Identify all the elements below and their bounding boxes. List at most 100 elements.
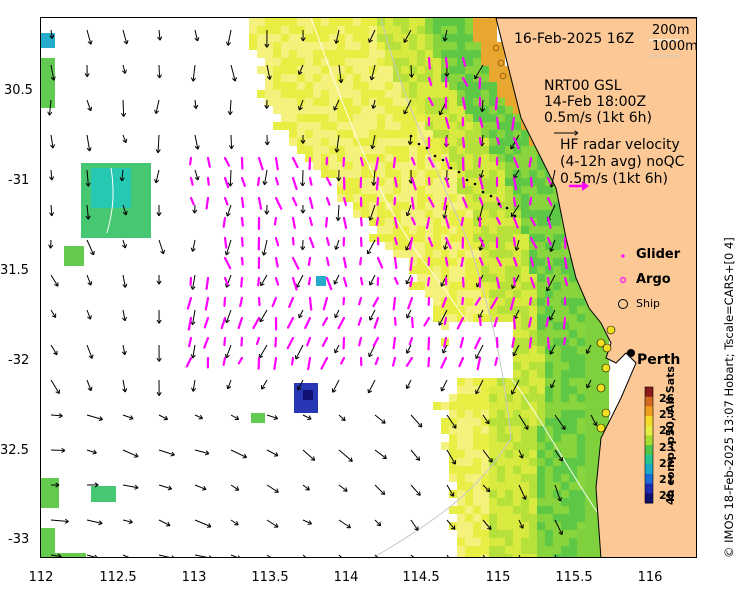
radar-arrow <box>240 196 245 209</box>
colorbar-tick: 21 <box>659 473 675 486</box>
ship-marker <box>596 423 606 433</box>
radar-arrow <box>529 236 538 249</box>
radar-arrow <box>427 156 435 168</box>
current-arrow <box>333 274 340 285</box>
radar-arrow <box>223 336 227 347</box>
radar-arrow <box>393 256 398 270</box>
current-arrow <box>84 64 90 78</box>
radar-arrow <box>478 116 484 128</box>
ship-marker <box>492 44 500 52</box>
legend-argo-label: Argo <box>636 272 671 287</box>
radar-arrow <box>340 356 346 365</box>
current-arrow <box>446 414 457 429</box>
current-arrow <box>368 309 376 321</box>
current-arrow <box>227 169 234 187</box>
radar-arrow <box>237 356 244 365</box>
current-arrow <box>374 449 387 460</box>
isobath-1000 <box>373 18 512 557</box>
argo-legend-icon <box>619 277 626 284</box>
radar-arrow <box>274 156 279 171</box>
radar-arrow <box>342 216 348 229</box>
current-arrow <box>154 99 160 114</box>
sst-map <box>41 18 696 557</box>
radar-arrow <box>186 296 193 310</box>
radar-arrow <box>512 196 517 208</box>
radar-arrow <box>359 156 364 167</box>
radar-arrow <box>410 156 416 166</box>
glider-track-dot <box>497 202 501 206</box>
current-arrow <box>518 414 529 430</box>
current-arrow <box>230 414 240 421</box>
radar-arrow <box>308 236 315 249</box>
colorbar-swatch <box>645 464 653 475</box>
current-arrow <box>86 482 99 488</box>
radar-arrow <box>342 196 348 207</box>
radar-arrow <box>495 256 502 267</box>
radar-arrow <box>427 236 434 248</box>
current-arrow <box>260 274 268 287</box>
colorbar-tick: 22 <box>659 457 675 470</box>
current-arrow <box>122 449 139 458</box>
radar-arrow <box>223 256 232 270</box>
radar-arrow <box>274 336 278 348</box>
glider-track-dot <box>417 142 421 146</box>
glider-track-dot <box>513 214 517 218</box>
ship-marker <box>497 59 505 67</box>
radar-arrow <box>511 336 516 348</box>
radar-arrow <box>563 256 568 270</box>
radar-arrow <box>478 196 484 206</box>
current-arrow <box>300 134 306 144</box>
current-arrow <box>264 99 270 109</box>
radar-arrow <box>291 216 296 229</box>
current-arrow <box>49 169 55 181</box>
radar-arrow <box>223 196 229 206</box>
current-arrow <box>228 134 234 150</box>
current-arrow <box>518 519 524 529</box>
radar-arrow <box>286 336 295 350</box>
colorbar-border <box>644 386 654 504</box>
current-arrow <box>514 239 520 251</box>
radar-arrow <box>461 296 465 306</box>
ship-marker <box>596 383 606 393</box>
current-arrow <box>122 134 128 144</box>
current-arrow <box>374 554 379 557</box>
current-arrow <box>191 379 197 392</box>
glider-track-dot <box>481 190 485 194</box>
map-frame[interactable] <box>40 17 697 558</box>
radar-arrow <box>512 216 519 229</box>
radar-arrow <box>252 316 261 330</box>
glider-legend-icon <box>621 254 625 258</box>
colorbar-tick: 25 <box>659 408 675 421</box>
radar-arrow <box>440 356 448 369</box>
current-arrow <box>403 29 412 43</box>
radar-arrow <box>444 56 449 69</box>
glider-track-dot <box>449 166 453 170</box>
radar-arrow <box>461 96 467 110</box>
radar-arrow <box>206 156 211 168</box>
colorbar <box>644 386 654 504</box>
radar-arrow <box>528 336 533 349</box>
radar-arrow <box>546 176 552 185</box>
current-arrow <box>121 309 128 322</box>
radar-arrow <box>408 236 414 251</box>
current-arrow <box>264 134 270 146</box>
current-arrow <box>230 484 240 491</box>
radar-arrow <box>490 296 499 310</box>
current-arrow <box>446 554 449 557</box>
radar-arrow <box>546 336 550 350</box>
current-arrow <box>590 414 598 427</box>
current-arrow <box>260 379 268 390</box>
current-arrow <box>367 379 376 394</box>
ship-marker <box>602 343 612 353</box>
radar-arrow <box>308 296 313 311</box>
current-arrow <box>475 379 484 395</box>
radar-arrow <box>222 216 227 228</box>
radar-arrow <box>546 256 552 271</box>
x-tick-label: 115 <box>485 570 511 585</box>
radar-arrow <box>257 296 261 307</box>
current-arrow <box>154 169 160 184</box>
radar-arrow <box>444 216 450 229</box>
radar-arrow <box>546 276 550 286</box>
current-arrow <box>405 344 412 354</box>
isobath-200-label: 200m <box>652 23 690 38</box>
